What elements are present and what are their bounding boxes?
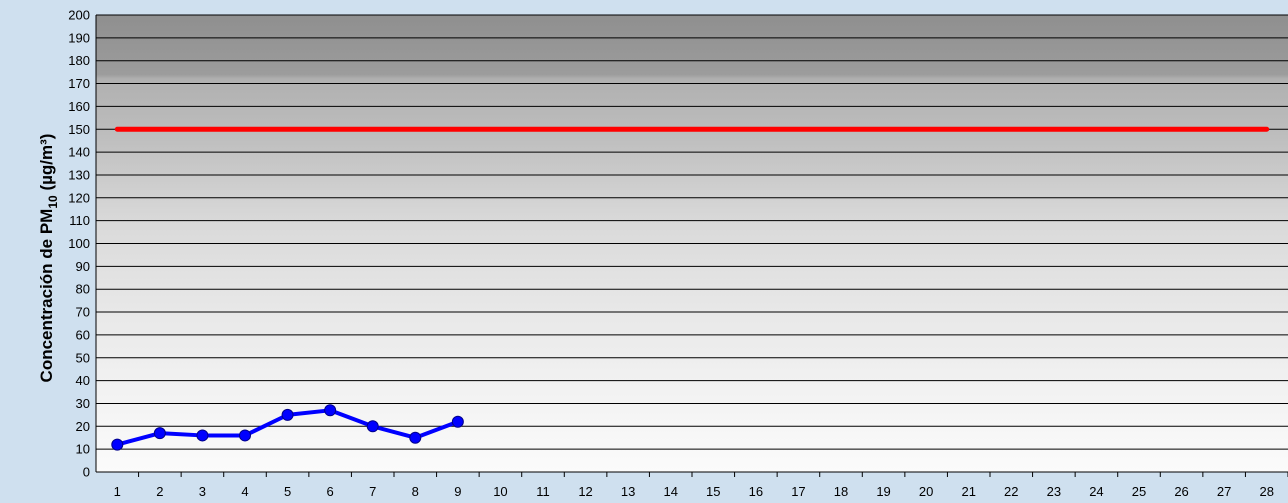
x-tick-label: 10	[493, 484, 507, 499]
x-tick-label: 28	[1259, 484, 1273, 499]
y-tick-labels: 0 10 20 30 40 50 60 70 80 90 100 110 120 130 140 150 160…	[68, 8, 90, 480]
x-tick-label: 17	[791, 484, 805, 499]
y-tick-label: 40	[76, 373, 90, 388]
pm10-data-point	[239, 429, 251, 442]
y-tick-label: 20	[76, 419, 90, 434]
pm10-data-point	[281, 408, 294, 421]
x-tick-label: 9	[454, 484, 461, 499]
pm10-data-point	[366, 420, 379, 433]
y-tick-label: 60	[76, 327, 90, 342]
y-tick-label: 100	[68, 236, 90, 251]
pm10-data-point	[324, 404, 337, 417]
y-axis-label-prefix: Concentración de PM	[37, 209, 56, 383]
x-tick-label: 2	[156, 484, 163, 499]
x-tick-label: 24	[1089, 484, 1103, 499]
x-tick-label: 6	[327, 484, 334, 499]
x-tick-label: 1	[114, 484, 121, 499]
y-tick-label: 70	[76, 305, 90, 320]
y-tick-label: 190	[68, 30, 90, 45]
x-tick-label: 4	[241, 484, 248, 499]
y-axis-label: Concentración de PM10 (µg/m³)	[37, 134, 60, 383]
x-tick-label: 23	[1047, 484, 1061, 499]
y-tick-label: 30	[76, 396, 90, 411]
y-tick-label: 170	[68, 76, 90, 91]
x-tick-label: 11	[536, 484, 550, 499]
y-tick-label: 200	[68, 8, 90, 23]
x-tick-labels: 1 2 3 4 5 6 7 8 9 10 11 12 13 14 15 16 17 18 19 20 21 22 23 24 2…	[114, 484, 1274, 499]
pm10-data-point	[451, 415, 464, 428]
x-tick-label: 3	[199, 484, 206, 499]
x-tick-label: 12	[578, 484, 592, 499]
x-tick-label: 19	[876, 484, 890, 499]
y-tick-label: 50	[76, 350, 90, 365]
pm10-data-point	[111, 438, 124, 451]
x-tick-label: 13	[621, 484, 635, 499]
x-tick-label: 20	[919, 484, 933, 499]
pm10-data-point	[409, 431, 422, 444]
x-tick-label: 14	[663, 484, 677, 499]
series	[111, 126, 1270, 451]
y-tick-label: 90	[76, 259, 90, 274]
y-tick-label: 160	[68, 99, 90, 114]
pm10-data-point	[196, 429, 209, 442]
x-tick-label: 5	[284, 484, 291, 499]
x-tick-label: 25	[1132, 484, 1146, 499]
y-tick-label: 120	[68, 190, 90, 205]
pm10-data-point	[153, 427, 166, 440]
x-tick-label: 21	[961, 484, 975, 499]
x-tick-label: 15	[706, 484, 720, 499]
x-tick-label: 18	[834, 484, 848, 499]
x-tick-label: 16	[749, 484, 763, 499]
x-tick-label: 26	[1174, 484, 1188, 499]
x-tick-label: 22	[1004, 484, 1018, 499]
gridlines	[96, 14, 1288, 473]
y-tick-label: 180	[68, 53, 90, 68]
y-tick-label: 130	[68, 167, 90, 182]
axes	[95, 15, 1288, 477]
y-tick-label: 80	[76, 282, 90, 297]
y-tick-label: 140	[68, 145, 90, 160]
y-axis-label-sub: 10	[46, 195, 60, 209]
y-axis-label-suffix: (µg/m³)	[37, 134, 56, 196]
y-tick-label: 150	[68, 122, 90, 137]
y-tick-label: 0	[83, 465, 90, 480]
y-tick-label: 10	[76, 442, 90, 457]
x-tick-label: 8	[412, 484, 419, 499]
x-tick-label: 7	[369, 484, 376, 499]
y-tick-label: 110	[69, 213, 90, 228]
x-tick-label: 27	[1217, 484, 1231, 499]
